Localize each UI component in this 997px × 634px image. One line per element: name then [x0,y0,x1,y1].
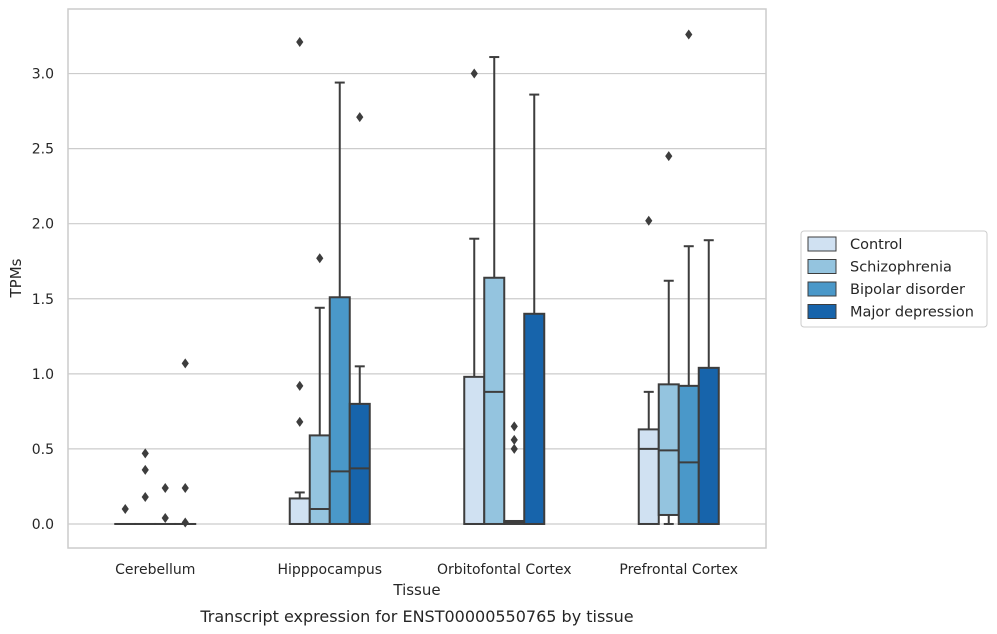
legend-frame [800,230,988,328]
iqr-box [328,296,351,525]
outlier-point [141,464,149,475]
box-bipolar-disorder-3 [677,29,700,525]
x-tick-label: Hipppocampus [277,562,382,578]
outlier-point [181,482,189,493]
box-bipolar-disorder-0 [154,482,177,525]
y-tick-label: 3.0 [32,67,54,83]
box-control-2 [463,68,486,525]
box-major-depression-2 [523,93,546,525]
iqr-box [288,497,311,525]
y-tick-label: 0.5 [32,442,54,458]
x-axis-label: Tissue [392,581,440,599]
outlier-point [161,482,169,493]
legend: Control Schizophrenia Bipolar disorder Majo… [800,230,988,328]
outlier-point [645,215,653,226]
outlier-point [296,416,304,427]
box-major-depression-3 [697,239,720,525]
box-layer [114,29,720,528]
legend-label: Major depression [850,305,974,321]
legend-swatch [807,281,837,297]
box-major-depression-0 [174,358,197,528]
legend-label: Control [850,237,902,253]
y-tick-label: 2.5 [32,142,54,158]
outlier-point [665,151,673,162]
box-bipolar-disorder-1 [328,81,351,525]
y-tick-label: 1.0 [32,367,54,383]
iqr-box [463,375,486,525]
outlier-point [470,68,478,79]
iqr-box [308,434,331,525]
x-tick-label: Orbitofontal Cortex [437,562,572,578]
outlier-point [296,37,304,48]
outlier-point [510,421,518,432]
outlier-point [356,112,364,123]
y-tick-labels: 0.0 0.5 1.0 1.5 2.0 2.5 3.0 [32,67,54,533]
outlier-point [161,512,169,523]
chart-caption: Transcript expression for ENST0000055076… [199,607,633,626]
iqr-box [523,312,546,525]
box-major-depression-1 [348,112,371,525]
outlier-point [181,517,189,528]
box-schizophrenia-2 [483,56,506,525]
iqr-box [483,276,506,525]
outlier-point [510,443,518,454]
x-tick-labels: Cerebellum Hipppocampus Orbitofontal Corte… [115,562,738,578]
iqr-box [697,366,720,525]
legend-swatch [807,236,837,252]
y-tick-label: 1.5 [32,292,54,308]
iqr-box [677,384,700,525]
outlier-point [141,491,149,502]
box-schizophrenia-0 [134,448,157,525]
box-control-1 [288,37,311,525]
outlier-point [121,503,129,514]
legend-swatch [807,259,837,274]
y-tick-label: 0.0 [32,517,54,533]
outlier-point [141,448,149,459]
outlier-point [181,358,189,369]
outlier-point [296,380,304,391]
x-tick-label: Cerebellum [115,562,195,578]
legend-label: Schizophrenia [850,260,952,276]
grid-lines [68,72,766,525]
plot-frame [67,8,767,549]
legend-swatch [807,304,837,319]
y-tick-label: 2.0 [32,217,54,233]
box-control-0 [114,503,137,525]
outlier-point [316,253,324,264]
box-schizophrenia-1 [308,253,331,525]
box-control-3 [637,215,660,525]
box-schizophrenia-3 [657,151,680,525]
box-bipolar-disorder-2 [503,421,526,525]
outlier-point [685,29,693,40]
iqr-box [637,428,660,525]
outlier-point [510,434,518,445]
y-axis-label: TPMs [7,258,25,298]
legend-label: Bipolar disorder [850,282,965,298]
x-tick-label: Prefrontal Cortex [619,562,738,578]
iqr-box [348,402,371,525]
